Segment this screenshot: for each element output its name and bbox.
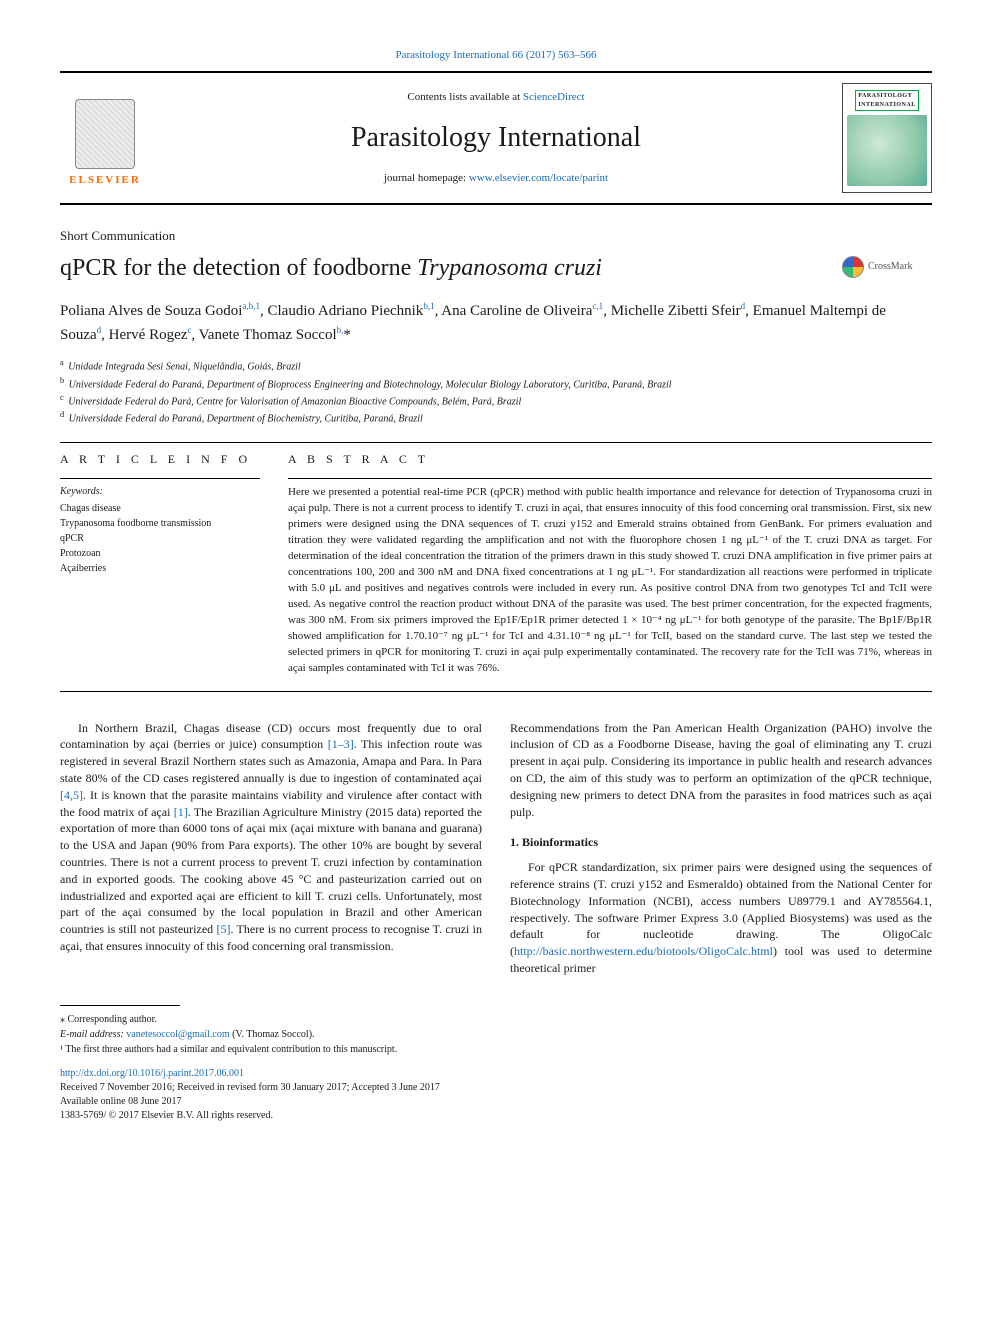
keyword-item: Chagas disease [60, 501, 260, 516]
affiliations: a Unidade Integrada Sesi Senai, Niquelân… [60, 357, 932, 426]
body-text: In Northern Brazil, Chagas disease (CD) … [60, 720, 932, 977]
section-heading-bioinformatics: 1. Bioinformatics [510, 834, 932, 851]
keyword-item: qPCR [60, 531, 260, 546]
online-line: Available online 08 June 2017 [60, 1096, 181, 1107]
abstract-text: Here we presented a potential real-time … [288, 485, 932, 676]
article-type: Short Communication [60, 227, 932, 245]
homepage-prefix: journal homepage: [384, 172, 469, 184]
journal-cover-image [847, 115, 927, 186]
ref-link-1-3[interactable]: [1–3] [328, 737, 354, 751]
rule-info [60, 478, 260, 479]
email-line: E-mail address: vanetesoccol@gmail.com (… [60, 1027, 932, 1042]
journal-cover-title: PARASITOLOGYINTERNATIONAL [855, 90, 918, 111]
top-citation: Parasitology International 66 (2017) 563… [60, 48, 932, 63]
footnote-rule [60, 1005, 180, 1006]
doi-link[interactable]: http://dx.doi.org/10.1016/j.parint.2017.… [60, 1068, 244, 1079]
ref-link-1[interactable]: [1] [174, 805, 188, 819]
keywords-list: Chagas diseaseTrypanosoma foodborne tran… [60, 501, 260, 576]
crossmark-badge[interactable]: CrossMark [842, 252, 932, 282]
authors: Poliana Alves de Souza Godoia,b,1, Claud… [60, 299, 932, 347]
elsevier-tree-icon [75, 99, 135, 169]
keywords-label: Keywords: [60, 485, 260, 499]
email-link[interactable]: vanetesoccol@gmail.com [126, 1029, 229, 1040]
contribution-note: ¹ The first three authors had a similar … [60, 1042, 932, 1057]
contents-line: Contents lists available at ScienceDirec… [150, 90, 842, 105]
elsevier-label: ELSEVIER [69, 173, 141, 188]
article-title: qPCR for the detection of foodborne Tryp… [60, 252, 842, 286]
rule-abs [288, 478, 932, 479]
journal-name: Parasitology International [150, 118, 842, 157]
elsevier-logo: ELSEVIER [60, 88, 150, 188]
oligocalc-link[interactable]: http://basic.northwestern.edu/biotools/O… [514, 944, 773, 958]
ref-link-4-5[interactable]: [4,5] [60, 788, 83, 802]
homepage-line: journal homepage: www.elsevier.com/locat… [150, 171, 842, 186]
journal-header: ELSEVIER Contents lists available at Sci… [60, 71, 932, 205]
keyword-item: Trypanosoma foodborne transmission [60, 516, 260, 531]
keyword-item: Açaiberries [60, 561, 260, 576]
abstract-label: A B S T R A C T [288, 451, 932, 468]
crossmark-icon [842, 256, 864, 278]
corresponding-author: ⁎ Corresponding author. [60, 1012, 932, 1027]
journal-cover: PARASITOLOGYINTERNATIONAL [842, 83, 932, 193]
footnotes: ⁎ Corresponding author. E-mail address: … [60, 1012, 932, 1057]
keyword-item: Protozoan [60, 546, 260, 561]
sciencedirect-link[interactable]: ScienceDirect [523, 91, 585, 103]
crossmark-label: CrossMark [868, 260, 912, 274]
contents-prefix: Contents lists available at [407, 91, 522, 103]
rule-top [60, 442, 932, 443]
rule-bottom [60, 691, 932, 692]
history-line: Received 7 November 2016; Received in re… [60, 1082, 440, 1093]
article-info-label: A R T I C L E I N F O [60, 451, 260, 468]
doi-block: http://dx.doi.org/10.1016/j.parint.2017.… [60, 1067, 932, 1123]
copyright-line: 1383-5769/ © 2017 Elsevier B.V. All righ… [60, 1110, 273, 1121]
top-citation-link[interactable]: Parasitology International 66 (2017) 563… [395, 49, 596, 61]
homepage-link[interactable]: www.elsevier.com/locate/parint [469, 172, 608, 184]
ref-link-5[interactable]: [5] [216, 922, 230, 936]
